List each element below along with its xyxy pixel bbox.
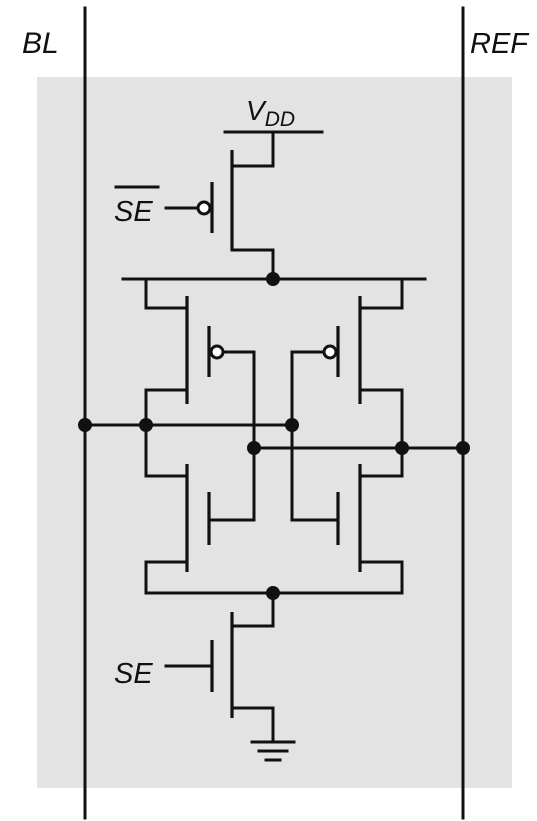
pull-up-pmos — [164, 130, 275, 281]
ground-icon — [250, 740, 296, 762]
left-pmos — [144, 277, 256, 450]
cell-background — [37, 77, 512, 788]
pull-down-nmos — [164, 591, 275, 744]
right-nmos — [290, 423, 404, 595]
se-label: SE — [114, 658, 153, 690]
junction-top-rail — [266, 272, 280, 286]
bl-label: BL — [22, 27, 59, 60]
vdd-supply: VDD — [223, 95, 324, 134]
vdd-label: VDD — [246, 95, 295, 131]
right-pmos — [290, 277, 404, 450]
ref-label: REF — [470, 28, 530, 60]
left-nmos — [144, 423, 256, 595]
se-bar-label: SE — [114, 196, 153, 228]
